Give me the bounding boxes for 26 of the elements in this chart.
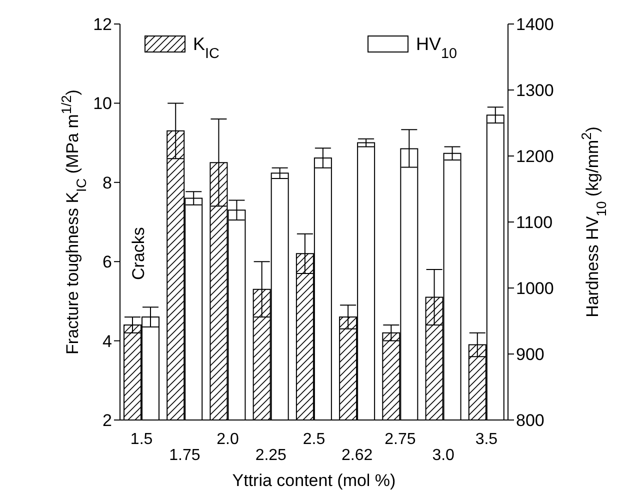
y2-tick-label: 1000 [516,279,554,298]
x-tick-label: 2.0 [216,431,239,448]
legend-label: HV$_{10}$ [416,34,458,62]
x-tick-label: 2.25 [255,447,287,464]
y-tick-label: 12 [93,15,112,34]
x-tick-label: 1.5 [130,431,153,448]
x-tick-label: 2.75 [384,431,416,448]
y-tick-label: 2 [102,411,112,430]
y-tick-label: 10 [93,94,112,114]
y2-tick-label: 900 [516,345,544,364]
x-tick-label: 3.5 [475,431,498,448]
y2-tick-label: 1400 [516,15,554,34]
legend-label: K$_{IC}$ [193,34,220,62]
y2-tick-label: 1300 [516,81,554,100]
y2-tick-label: 800 [516,411,544,430]
y-tick-label: 4 [102,332,112,351]
annotation: Cracks [129,227,148,280]
x-axis-title: Yttria content (mol %) [232,471,396,490]
x-tick-label: 3.0 [432,447,455,464]
x-tick-label: 2.62 [342,447,373,464]
y2-tick-label: 1200 [516,147,554,166]
y-tick-label: 6 [102,252,112,272]
y-tick-label: 8 [102,173,112,192]
x-tick-label: 1.75 [169,447,200,464]
x-tick-label: 2.5 [302,431,326,448]
y2-tick-label: 1100 [516,213,553,232]
